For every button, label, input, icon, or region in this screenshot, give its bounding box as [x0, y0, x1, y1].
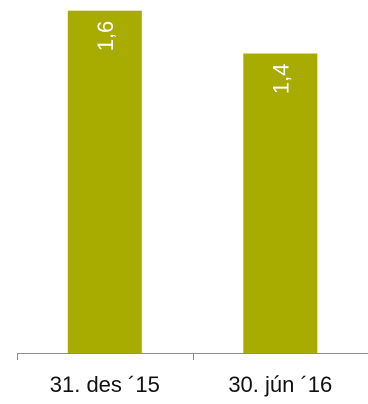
x-axis-ticks [17, 353, 194, 360]
bar-value-label: 1,6 [93, 21, 118, 52]
x-axis-tick-label: 30. jún ´16 [228, 372, 332, 397]
bar [67, 10, 142, 353]
bar [243, 53, 318, 353]
data-labels: 1,6 1,4 [93, 21, 293, 94]
bars [67, 10, 318, 353]
x-axis-tick-labels: 31. des ´15 30. jún ´16 [50, 372, 333, 397]
x-axis-tick-label: 31. des ´15 [50, 372, 160, 397]
bar-value-label: 1,4 [268, 64, 293, 95]
